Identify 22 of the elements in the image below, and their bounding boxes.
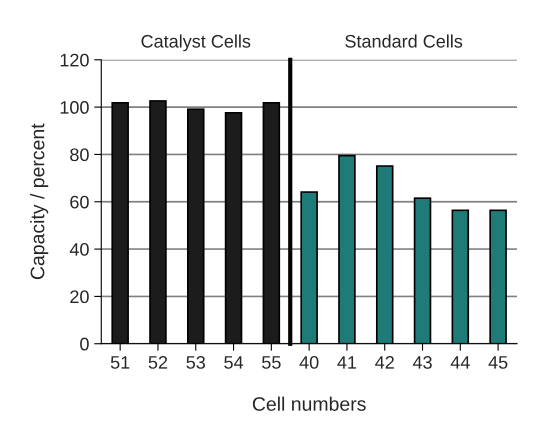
x-tick-label: 45 — [488, 356, 508, 369]
x-axis-title: Cell numbers — [252, 396, 366, 411]
x-tick-label: 44 — [450, 356, 470, 369]
y-axis-title: Capacity / percent — [30, 124, 48, 280]
x-tick-label: 41 — [337, 356, 356, 369]
x-tick-label: 42 — [375, 356, 394, 369]
chart-title: Catalyst Cells — [141, 34, 250, 52]
y-tick-label: 100 — [60, 101, 89, 114]
y-tick-label: 0 — [80, 338, 89, 350]
x-tick-label: 40 — [300, 356, 318, 369]
chart-title: Standard Cells — [345, 34, 462, 48]
y-tick-label: 20 — [70, 290, 89, 304]
x-tick-label: 53 — [186, 356, 206, 369]
y-tick-label: 80 — [70, 148, 89, 162]
y-tick-label: 40 — [70, 243, 89, 256]
x-tick-label: 52 — [148, 356, 168, 369]
x-tick-label: 43 — [412, 356, 432, 369]
x-tick-label: 55 — [262, 356, 281, 369]
x-tick-label: 51 — [110, 356, 130, 369]
y-tick-label: 60 — [70, 196, 89, 208]
y-tick-label: 120 — [60, 54, 89, 66]
x-tick-label: 54 — [224, 356, 244, 369]
